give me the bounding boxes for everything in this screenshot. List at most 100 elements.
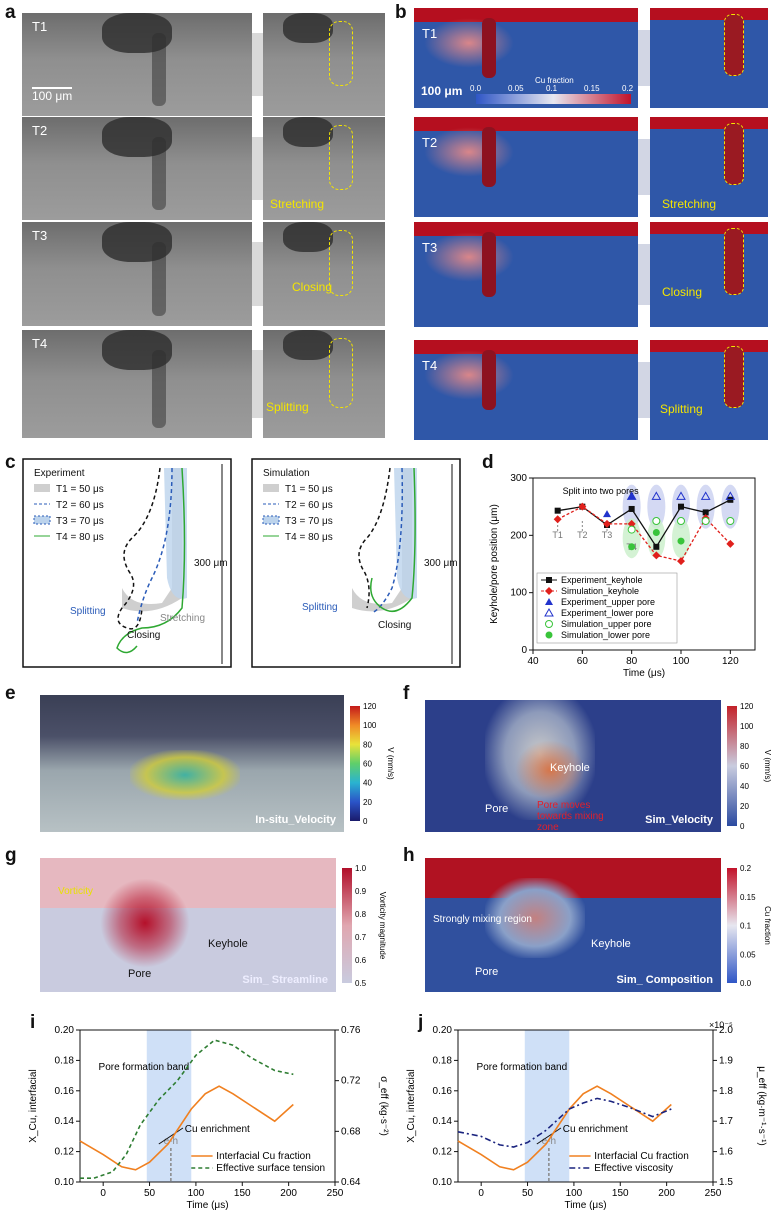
c-left-t4-line — [116, 467, 186, 654]
y2-multiplier: ×10⁻⁵ — [709, 1020, 733, 1030]
a-zoom-3 — [263, 222, 385, 326]
y2-tick-label: 0.68 — [341, 1126, 361, 1137]
colorbar-tick: 20 — [363, 798, 372, 807]
panel-label-g: g — [5, 845, 17, 866]
b-zoom-cu — [650, 340, 768, 352]
colorbar-title: Vorticity magnitude — [378, 892, 387, 960]
d-legend-label: Simulation_upper pore — [561, 619, 652, 629]
y-axis-label: X_Cu, interfacial — [28, 1069, 39, 1142]
a-keyhole — [152, 350, 166, 428]
d-time-mark: T3 — [602, 530, 613, 540]
d-legend-marker — [545, 631, 553, 639]
colorbar-tick: 0 — [740, 822, 745, 831]
d-point — [652, 551, 661, 560]
a-zoom-dark — [283, 117, 333, 147]
f-keyhole-label: Keyhole — [550, 762, 590, 774]
g-pore-label: Pore — [128, 968, 152, 980]
d-point — [726, 517, 735, 525]
a-scale-bar: 100 μm — [32, 87, 73, 103]
a-keyhole-outline — [329, 21, 353, 86]
y-tick-label: 0.12 — [55, 1147, 75, 1158]
y2-tick-label: 0.64 — [341, 1177, 361, 1188]
a-closing: Closing — [292, 280, 333, 294]
c-right-leg-1: T1 = 50 μs — [285, 484, 333, 495]
d-point — [678, 503, 684, 510]
panel-g-image: Vorticity Keyhole Pore Sim_ Streamline — [40, 858, 336, 992]
b-cbar-title: Cu fraction — [535, 76, 574, 85]
y2-tick-label: 2.0 — [719, 1025, 733, 1036]
panel-c-svg: Experiment T1 = 50 μs T2 = 60 μs T3 = 70… — [22, 458, 461, 668]
c-left-leg-3: T3 = 70 μs — [56, 516, 104, 527]
d-point — [626, 491, 637, 500]
c-left-scale: 300 μm — [194, 558, 228, 569]
b-closing: Closing — [662, 285, 703, 299]
a-keyhole — [152, 242, 166, 316]
a-keyhole — [152, 33, 166, 106]
b-melt — [424, 127, 514, 177]
colorbar-title: V (mm/s) — [763, 750, 772, 783]
vorticity-field — [100, 878, 190, 968]
colorbar-bar — [350, 706, 360, 821]
colorbar-tick: 60 — [740, 762, 749, 771]
colorbar-tick: 0.9 — [355, 887, 367, 896]
panel-e-caption: In-situ_Velocity — [255, 814, 336, 826]
velocity-hot-zone — [515, 740, 585, 800]
x-tick-label: 250 — [705, 1188, 722, 1199]
c-left-t3-area — [164, 468, 187, 599]
colorbar-tick: 20 — [740, 802, 749, 811]
colorbar-tick: 100 — [363, 721, 377, 730]
colorbar-tick: 0.05 — [740, 950, 756, 959]
d-lower-ellipse — [647, 518, 666, 559]
b-zoom-2 — [650, 117, 768, 217]
b-zoom-keyhole — [724, 228, 744, 295]
y-tick-label: 0.18 — [55, 1055, 75, 1066]
f-pore-label: Pore — [485, 803, 509, 815]
d-xlabel: Time (μs) — [623, 668, 665, 679]
d-point — [627, 525, 636, 534]
y-tick-label: 0.18 — [433, 1055, 453, 1066]
colorbar-tick: 1.0 — [355, 864, 367, 873]
y-tick-label: 0.12 — [433, 1147, 453, 1158]
c-left-stretching: Stretching — [160, 613, 205, 624]
legend-label: Interfacial Cu fraction — [594, 1151, 689, 1162]
a-wedge — [252, 350, 263, 418]
cu-enrichment-arrow — [158, 1127, 184, 1145]
d-upper-ellipse — [647, 484, 666, 529]
d-ytick-label: 200 — [510, 530, 527, 541]
panel-c-right-frame — [251, 458, 461, 668]
legend-label: Effective viscosity — [594, 1163, 673, 1174]
b-wedge — [638, 362, 650, 418]
b-cbar-tick: 0.05 — [508, 84, 524, 93]
a-stretching: Stretching — [270, 197, 325, 211]
d-point — [554, 507, 561, 514]
d-point — [603, 510, 611, 518]
a-time-2: T2 — [32, 123, 48, 138]
c-right-leg-4: T4 = 80 μs — [285, 532, 333, 543]
b-wedge — [638, 30, 650, 86]
b-melt — [424, 232, 514, 282]
colorbar-tick: 0.0 — [740, 979, 752, 988]
y2-axis-label: σ_eff (kg·s⁻²) — [378, 1076, 389, 1136]
panel-i-chart: 0 50 100 150 200 250 0.10 0.12 0.14 0.16 0.18 0.20 0… — [28, 1025, 389, 1211]
d-lower-ellipse — [622, 518, 641, 559]
panel-f-image: Keyhole Pore Pore moves towards mixing z… — [425, 700, 721, 832]
b-keyhole — [482, 350, 496, 410]
c-left-leg-4: T4 = 80 μs — [56, 532, 104, 543]
a-zoom-dark — [283, 222, 333, 252]
a-micro-3: T3 — [22, 222, 252, 326]
d-point — [627, 492, 636, 500]
d-xtick-label: 120 — [722, 656, 739, 667]
y2-tick-label: 1.6 — [719, 1147, 733, 1158]
d-series-line — [557, 505, 731, 562]
b-cbar-tick: 0.1 — [546, 84, 558, 93]
colorbar-tick: 80 — [363, 740, 372, 749]
colorbar-tick: 120 — [740, 702, 754, 711]
d-point — [702, 509, 709, 516]
b-zoom-keyhole — [724, 123, 744, 185]
x-tick-label: 100 — [566, 1188, 583, 1199]
b-sim-4: T4 — [414, 340, 638, 440]
b-zoom-cu — [650, 117, 768, 129]
marker-label: e-h — [542, 1136, 556, 1147]
c-left-closing: Closing — [127, 630, 160, 641]
b-splitting: Splitting — [660, 402, 703, 416]
